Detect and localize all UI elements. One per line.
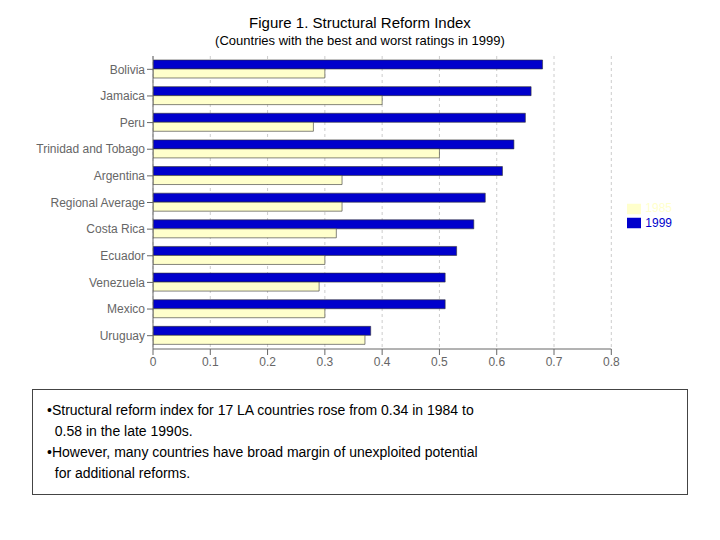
svg-text:Venezuela: Venezuela (89, 276, 145, 290)
svg-text:0.5: 0.5 (431, 355, 448, 369)
html-text:for additional reforms.: for additional reforms. (47, 465, 191, 481)
html-text:0.58 in the late 1990s.: 0.58 in the late 1990s. (47, 423, 193, 439)
svg-text:Ecuador: Ecuador (100, 249, 145, 263)
svg-text:0.6: 0.6 (488, 355, 505, 369)
svg-text:Bolivia: Bolivia (110, 63, 146, 77)
svg-text:0.3: 0.3 (317, 355, 334, 369)
svg-text:Uruguay: Uruguay (100, 329, 145, 343)
html-text:1985: 1985 (645, 200, 672, 215)
svg-text:Argentina: Argentina (94, 169, 146, 183)
svg-text:Costa Rica: Costa Rica (86, 222, 145, 236)
svg-text:Mexico: Mexico (107, 302, 145, 316)
svg-text:0.4: 0.4 (374, 355, 391, 369)
html-text:1999: 1999 (645, 215, 672, 230)
svg-text:0.7: 0.7 (546, 355, 563, 369)
svg-text:Jamaica: Jamaica (100, 89, 145, 103)
html-text:•Structural reform index for 1: •Structural reform index for 17 LA count… (47, 402, 474, 418)
html-text:(Countries with the best and w: (Countries with the best and worst ratin… (215, 33, 505, 48)
svg-text:0: 0 (150, 355, 157, 369)
html-text:Figure 1. Structural Reform In: Figure 1. Structural Reform Index (249, 14, 471, 31)
svg-text:0.8: 0.8 (603, 355, 620, 369)
svg-text:0.2: 0.2 (259, 355, 276, 369)
html-text:•However, many countries have: •However, many countries have broad marg… (47, 444, 478, 460)
svg-text:Regional Average: Regional Average (50, 196, 145, 210)
svg-text:Trinidad and Tobago: Trinidad and Tobago (36, 142, 145, 156)
svg-text:0.1: 0.1 (202, 355, 219, 369)
svg-text:Peru: Peru (120, 116, 145, 130)
